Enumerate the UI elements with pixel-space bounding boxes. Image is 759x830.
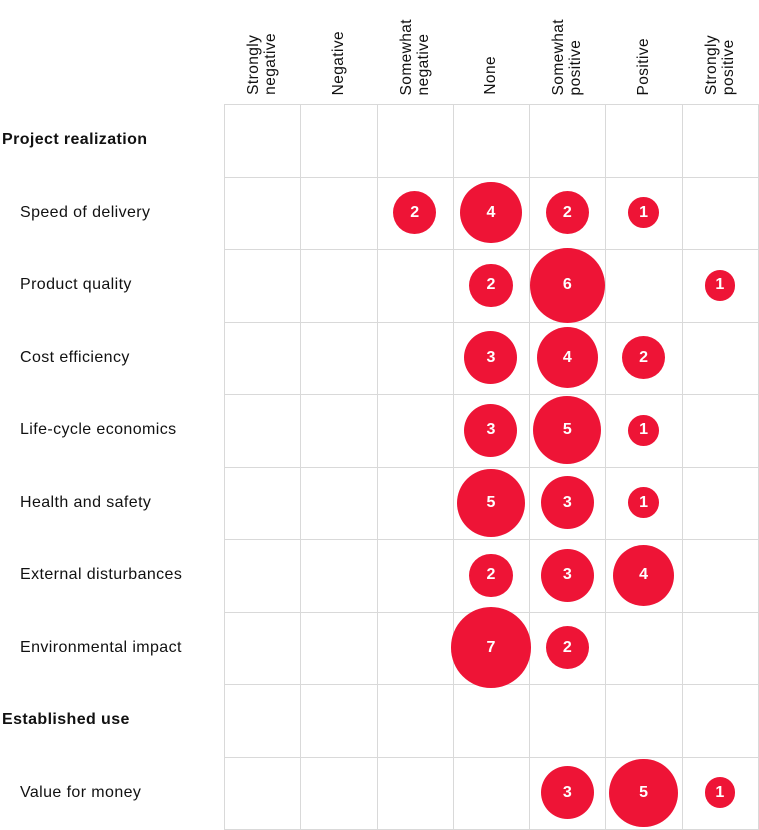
grid-cell [453,105,531,178]
grid-cell [225,685,302,758]
grid-cell [301,105,378,178]
column-headers: Strongly negative Negative Somewhat negati… [224,0,758,104]
grid-cell [225,105,302,178]
row-label-speed-of-delivery: Speed of delivery [20,203,151,221]
grid-cell [453,395,531,468]
grid-cell [301,177,378,250]
grid-cell [377,467,454,540]
grid-cell [301,395,378,468]
grid-cell [225,395,302,468]
column-header-none: None [453,0,529,104]
grid-cell [301,250,378,323]
grid-cell [606,540,683,613]
grid-cell [606,250,683,323]
column-header-negative: Negative [300,0,376,104]
column-header-label: Strongly negative [245,33,280,95]
grid-cell [225,612,302,685]
column-header-somewhat-positive: Somewhat positive [529,0,605,104]
grid-cell [530,105,607,178]
grid-cell [453,250,531,323]
row-labels: Project realization Speed of delivery Prod… [0,104,224,829]
column-header-label: Somewhat positive [550,18,585,95]
grid-cell [530,250,607,323]
grid-cell [453,685,531,758]
grid-cell [377,395,454,468]
row-label-value-for-money: Value for money [20,783,142,801]
column-header-label: Positive [635,37,653,95]
row-label-external-disturbances: External disturbances [20,566,183,584]
column-header-strongly-positive: Strongly positive [682,0,758,104]
grid-cell [453,612,531,685]
grid-cell [377,685,454,758]
row-label-environmental-impact: Environmental impact [20,638,182,656]
grid-cell [377,540,454,613]
grid-cell [453,757,531,830]
grid-cell [377,322,454,395]
grid-cell [225,757,302,830]
grid-cell [453,540,531,613]
grid-cell [225,540,302,613]
grid-cell [453,467,531,540]
grid-cell [606,612,683,685]
grid-cell [301,540,378,613]
grid-cell [682,540,759,613]
grid-cell [225,250,302,323]
grid-cell [530,540,607,613]
grid-cell [606,177,683,250]
row-label-cost-efficiency: Cost efficiency [20,348,130,366]
grid-cell [682,250,759,323]
column-header-label: Negative [329,30,347,95]
grid-cell [301,612,378,685]
grid-cell [530,395,607,468]
grid-cell [377,757,454,830]
grid-cell [682,177,759,250]
grid-cell [530,177,607,250]
grid-cell [301,685,378,758]
grid-cell [682,685,759,758]
row-label-health-and-safety: Health and safety [20,493,152,511]
grid-cell [606,395,683,468]
grid-cell [377,177,454,250]
row-label-project-realization: Project realization [2,131,148,149]
column-header-strongly-negative: Strongly negative [224,0,300,104]
grid-cell [682,612,759,685]
grid-cell [606,322,683,395]
grid-cell [377,105,454,178]
grid-cell [606,467,683,540]
grid-cell [682,395,759,468]
grid-cell [530,612,607,685]
column-header-positive: Positive [605,0,681,104]
grid-cell [530,757,607,830]
grid-cell [606,685,683,758]
row-label-product-quality: Product quality [20,276,132,294]
grid-cell [225,322,302,395]
grid-cell [301,322,378,395]
grid-cell [301,467,378,540]
grid [224,104,759,830]
grid-cell [606,757,683,830]
column-header-label: None [482,56,500,95]
grid-cell [606,105,683,178]
grid-cell [453,177,531,250]
grid-cell [530,685,607,758]
grid-cell [301,757,378,830]
row-label-established-use: Established use [2,711,130,729]
grid-cell [682,757,759,830]
row-label-life-cycle-economics: Life-cycle economics [20,421,177,439]
grid-cell [682,105,759,178]
grid-cell [377,250,454,323]
grid-cell [530,467,607,540]
grid-cell [682,467,759,540]
grid-cell [377,612,454,685]
grid-cell [225,177,302,250]
grid-cell [453,322,531,395]
grid-cell [530,322,607,395]
column-header-label: Somewhat negative [397,18,432,95]
grid-cell [682,322,759,395]
column-header-label: Strongly positive [702,34,737,95]
grid-cell [225,467,302,540]
column-header-somewhat-negative: Somewhat negative [377,0,453,104]
